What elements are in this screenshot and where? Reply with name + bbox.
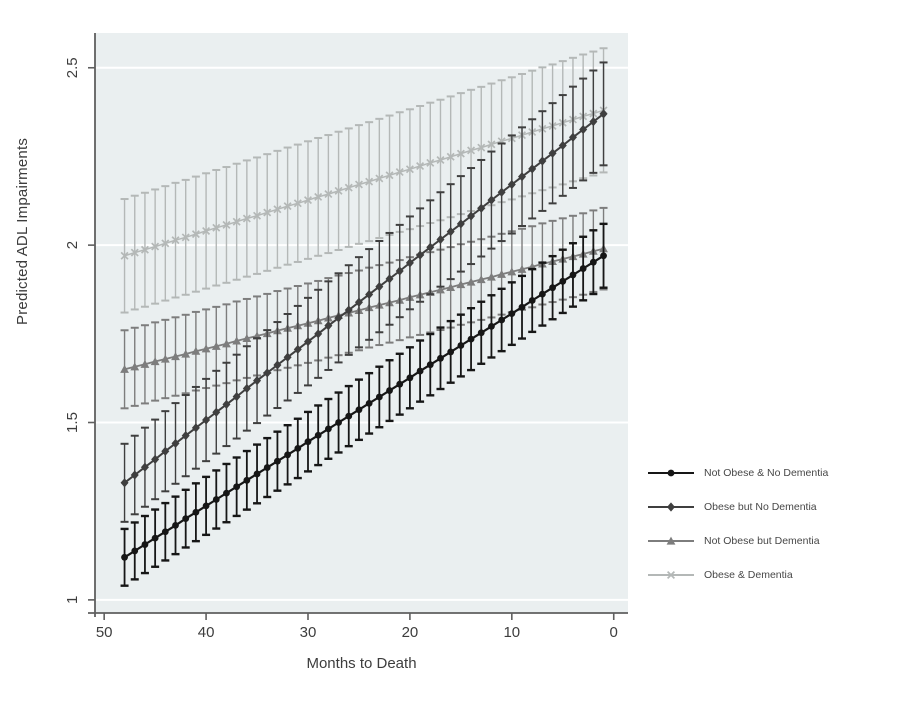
legend-item: Not Obese & No Dementia [647, 466, 828, 480]
legend-item-label: Obese & Dementia [704, 569, 793, 581]
svg-text:1: 1 [64, 596, 81, 604]
legend-item-label: Obese but No Dementia [704, 501, 817, 513]
legend-item: Obese & Dementia [647, 568, 828, 582]
circle-marker-icon [648, 469, 694, 477]
svg-text:30: 30 [300, 624, 317, 641]
svg-text:2.5: 2.5 [64, 57, 81, 78]
diamond-marker-icon [648, 502, 694, 512]
legend-item-label: Not Obese but Dementia [704, 535, 820, 547]
svg-text:50: 50 [96, 624, 113, 641]
legend: Not Obese & No Dementia Obese but No Dem… [647, 466, 828, 582]
svg-text:10: 10 [503, 624, 520, 641]
y-axis-title: Predicted ADL Impairments [14, 137, 31, 325]
svg-text:2: 2 [64, 241, 81, 249]
triangle-marker-icon [648, 536, 694, 545]
x-axis-title: Months to Death [306, 655, 417, 672]
svg-text:40: 40 [198, 624, 215, 641]
svg-text:1.5: 1.5 [64, 412, 81, 433]
legend-item-label: Not Obese & No Dementia [704, 467, 829, 479]
x-marker-icon [648, 570, 694, 580]
svg-text:0: 0 [610, 624, 618, 641]
legend-item: Obese but No Dementia [647, 500, 828, 514]
legend-item: Not Obese but Dementia [647, 534, 828, 548]
svg-text:20: 20 [402, 624, 419, 641]
